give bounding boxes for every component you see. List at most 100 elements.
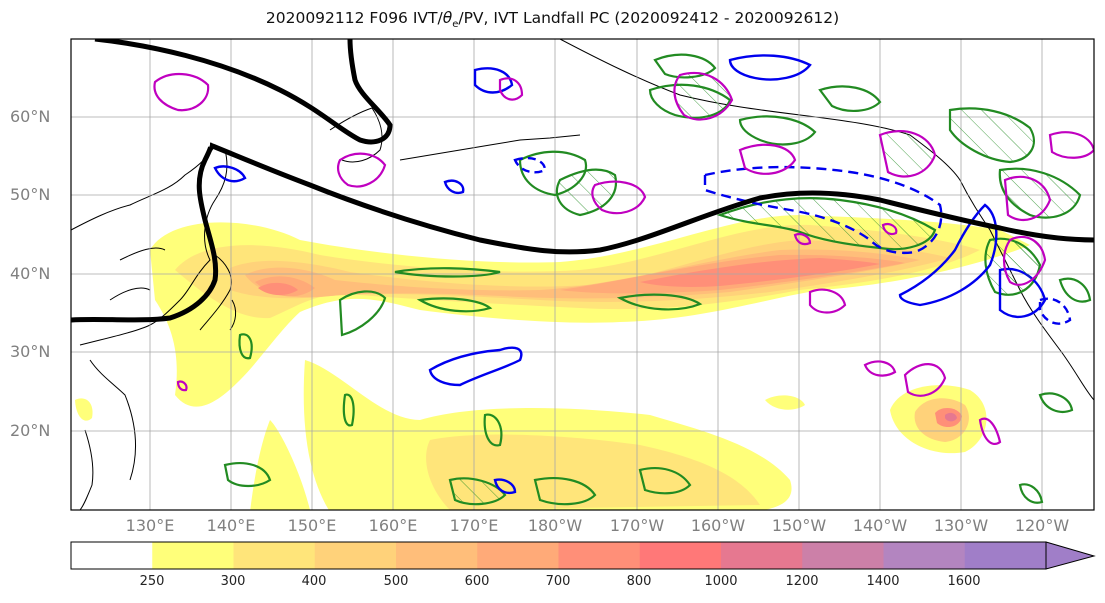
magenta-contour-northwest [153,73,210,112]
lon-label-170e: 170°E [449,516,499,535]
map-frame [70,38,1095,511]
theta-contour-west-1 [213,165,247,183]
colorbar-label-800: 800 [626,574,652,589]
colorbar-swatch [883,542,966,569]
colorbar-label-1000: 1000 [704,574,738,589]
theta-contour-dashed-east [1038,297,1072,325]
colorbar-swatch [964,542,1047,569]
magenta-contour-bering [591,180,647,215]
aleutians [399,134,581,161]
magenta-contour-small-1 [793,233,812,246]
magenta-contour-small-2 [176,380,188,392]
magenta-contours [153,71,1094,446]
colorbar-swatch [233,542,316,569]
magenta-contour-nw-usa [1002,235,1047,286]
pv-contour-east-1 [1038,392,1074,413]
lon-label-180w: 180°W [527,516,583,535]
east-asia-interior [89,247,166,481]
ivt-black-contours [71,39,1094,323]
theta-contour-dashed-gulf [703,165,943,254]
pv-contour-band-4 [616,293,703,311]
chart-title: 2020092112 F096 IVT/θe/PV, IVT Landfall … [265,9,840,31]
theta-contour-central [428,346,523,387]
pv-contour-northeast [948,107,1036,164]
pv-contour-north-central [518,150,588,197]
pv-contour-band-3 [416,297,493,313]
lon-label-150w: 150°W [771,516,827,535]
lon-label-160w: 160°W [690,516,746,535]
magenta-contour-gulf [738,143,797,175]
theta-contour-alaska [728,54,812,81]
pv-contour-northwest [653,53,717,79]
magenta-contour-kamchatka [337,152,387,188]
ivt-black-contour-west [71,142,219,323]
pv-contour-small-2 [342,393,355,427]
colorbar-swatch [396,542,478,569]
lat-label-20n: 20°N [10,421,51,440]
lon-label-160e: 160°E [368,516,418,535]
ivt-spot-1000 [945,412,957,422]
ivt-black-contour-north [94,39,393,145]
pv-contour-alaska-2 [738,115,817,146]
colorbar-label-1600: 1600 [947,574,981,589]
pv-contour-northeast-2 [998,167,1082,219]
pv-contour-small-3 [483,413,503,447]
ivt-band-250-southwest [250,420,310,510]
colorbar-label-1200: 1200 [785,574,819,589]
colorbar-swatch [802,542,884,569]
lon-label-140e: 140°E [206,516,256,535]
magenta-contour-bc [878,130,937,178]
magenta-contour-hawaii [978,417,1002,446]
magenta-contour-east [903,363,947,397]
ivt-spot-small [765,395,805,410]
pv-contour-south-3 [638,467,692,495]
colorbar-label-1400: 1400 [866,574,900,589]
colorbar-swatch [558,542,641,569]
magenta-contour-small-3 [881,223,898,236]
ivt-black-contour-main [209,142,1094,255]
colorbar-swatch [314,542,397,569]
pv-contour-band-2 [338,290,387,337]
lat-label-30n: 30°N [10,342,51,361]
colorbar-label-300: 300 [220,574,246,589]
pv-contour-alaska-3 [818,85,882,112]
philippines [79,429,94,510]
ivt-spot-west [75,398,93,421]
colorbar-swatch [152,542,234,569]
magenta-contour-subtropics [863,360,897,377]
ivt-band-800 [258,258,880,296]
lat-label-60n: 60°N [10,107,51,126]
magenta-contour-alaska [673,71,734,121]
pv-contour-south-5 [1018,483,1044,504]
lat-label-40n: 40°N [10,264,51,283]
theta-contour-coast [898,203,998,307]
colorbar-label-500: 500 [383,574,409,589]
colorbar-extend-arrow [1045,541,1096,570]
theta-contour-west-2 [443,179,465,195]
colorbar-label-700: 700 [545,574,571,589]
lon-label-140w: 140°W [852,516,908,535]
pv-contour-south-4 [223,462,272,488]
pv-contour-bering [555,168,618,217]
lon-label-120w: 120°W [1014,516,1070,535]
pv-contour-small-1 [238,333,253,360]
pv-contour-gulf-of-alaska [716,197,937,251]
magenta-contour-central [808,288,847,314]
colorbar-label-400: 400 [301,574,327,589]
magenta-contour-northwest-2 [498,77,524,101]
colorbar-swatch [477,542,559,569]
colorbar-swatch [71,542,153,569]
lon-label-170w: 170°W [609,516,665,535]
colorbar-swatch [721,542,803,569]
lon-label-150e: 150°E [287,516,337,535]
lon-label-130w: 130°W [933,516,989,535]
pv-contour-south-2 [533,477,597,506]
colorbar-label-600: 600 [464,574,490,589]
colorbar-swatch [639,542,722,569]
lon-label-130e: 130°E [125,516,175,535]
pv-contour-south-1 [448,477,507,506]
theta-contour-northwest [473,67,514,94]
pv-contour-east-2 [1058,277,1092,303]
colorbar-label-250: 250 [139,574,165,589]
